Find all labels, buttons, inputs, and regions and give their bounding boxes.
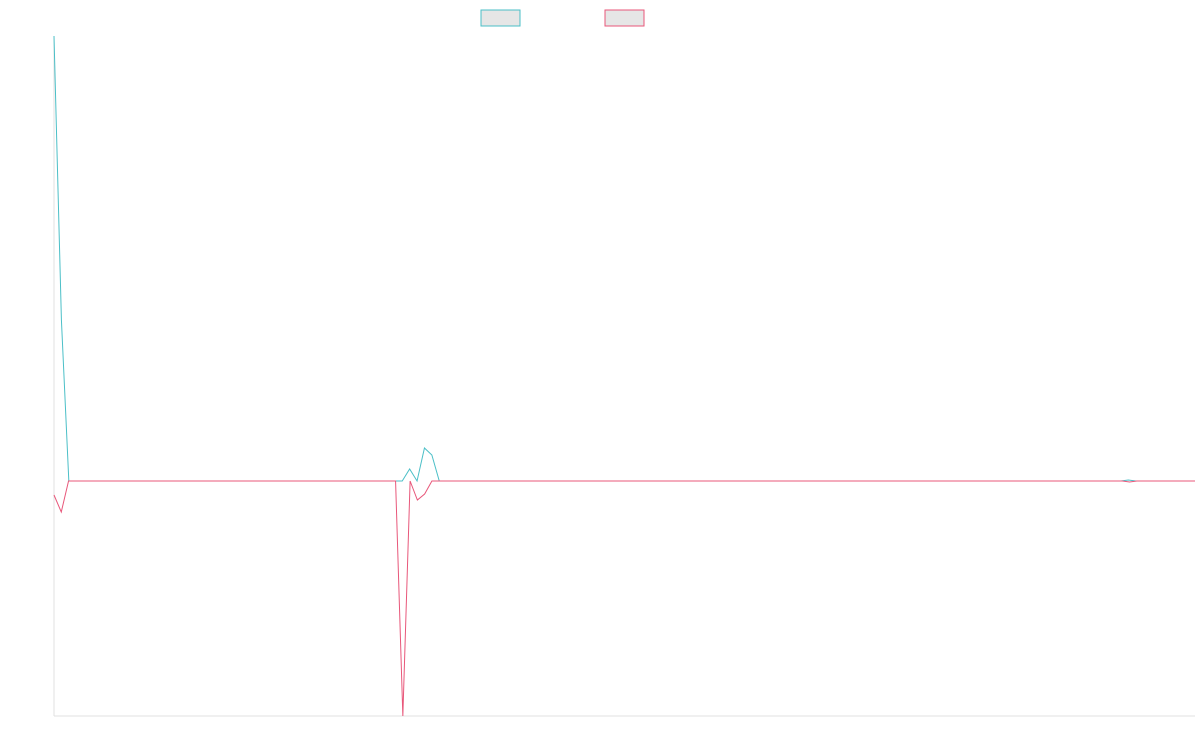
line-series bbox=[53, 35, 1195, 483]
legend-swatch bbox=[604, 9, 645, 27]
line-series bbox=[53, 480, 1195, 717]
legend-swatch bbox=[480, 9, 521, 27]
